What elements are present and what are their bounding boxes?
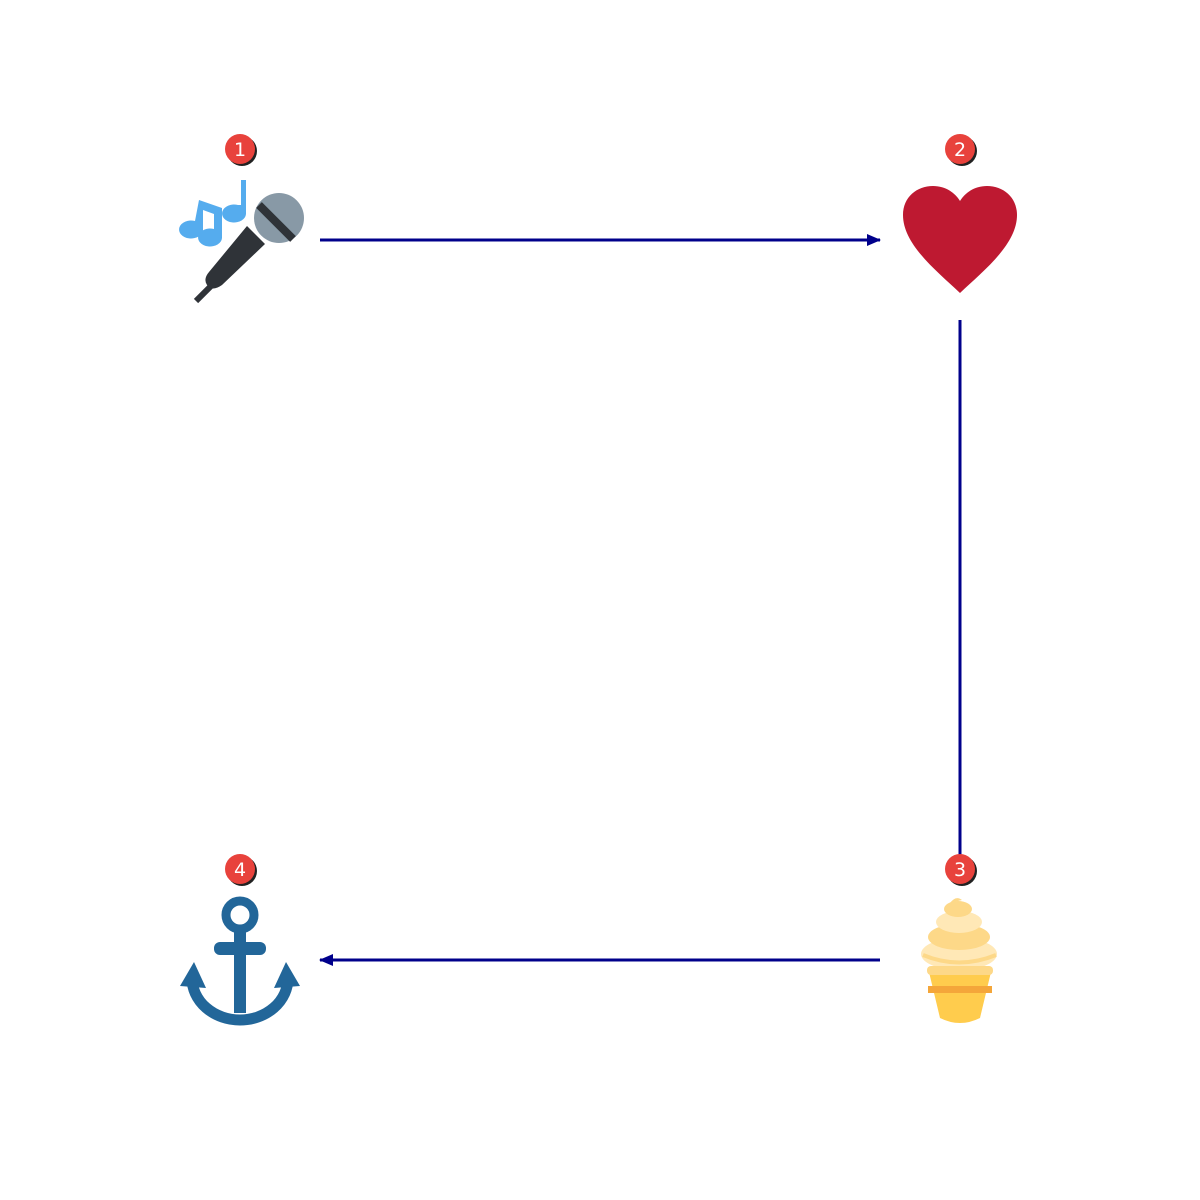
badge-4: 4 <box>225 854 257 886</box>
microphone-music-icon <box>179 180 304 304</box>
badge-2-label: 2 <box>954 139 966 161</box>
node-2[interactable]: 2 <box>903 134 1017 293</box>
badge-2: 2 <box>945 134 977 166</box>
node-3[interactable]: 3 <box>921 854 997 1023</box>
badge-1: 1 <box>225 134 257 166</box>
node-4[interactable]: 4 <box>180 854 300 1026</box>
soft-ice-cream-icon <box>921 898 997 1023</box>
anchor-icon <box>180 896 300 1026</box>
badge-3: 3 <box>945 854 977 886</box>
heart-icon <box>903 186 1017 293</box>
badge-3-label: 3 <box>954 859 966 881</box>
badge-1-label: 1 <box>234 139 246 161</box>
node-1[interactable]: 1 <box>179 134 304 304</box>
badge-4-label: 4 <box>234 859 246 881</box>
